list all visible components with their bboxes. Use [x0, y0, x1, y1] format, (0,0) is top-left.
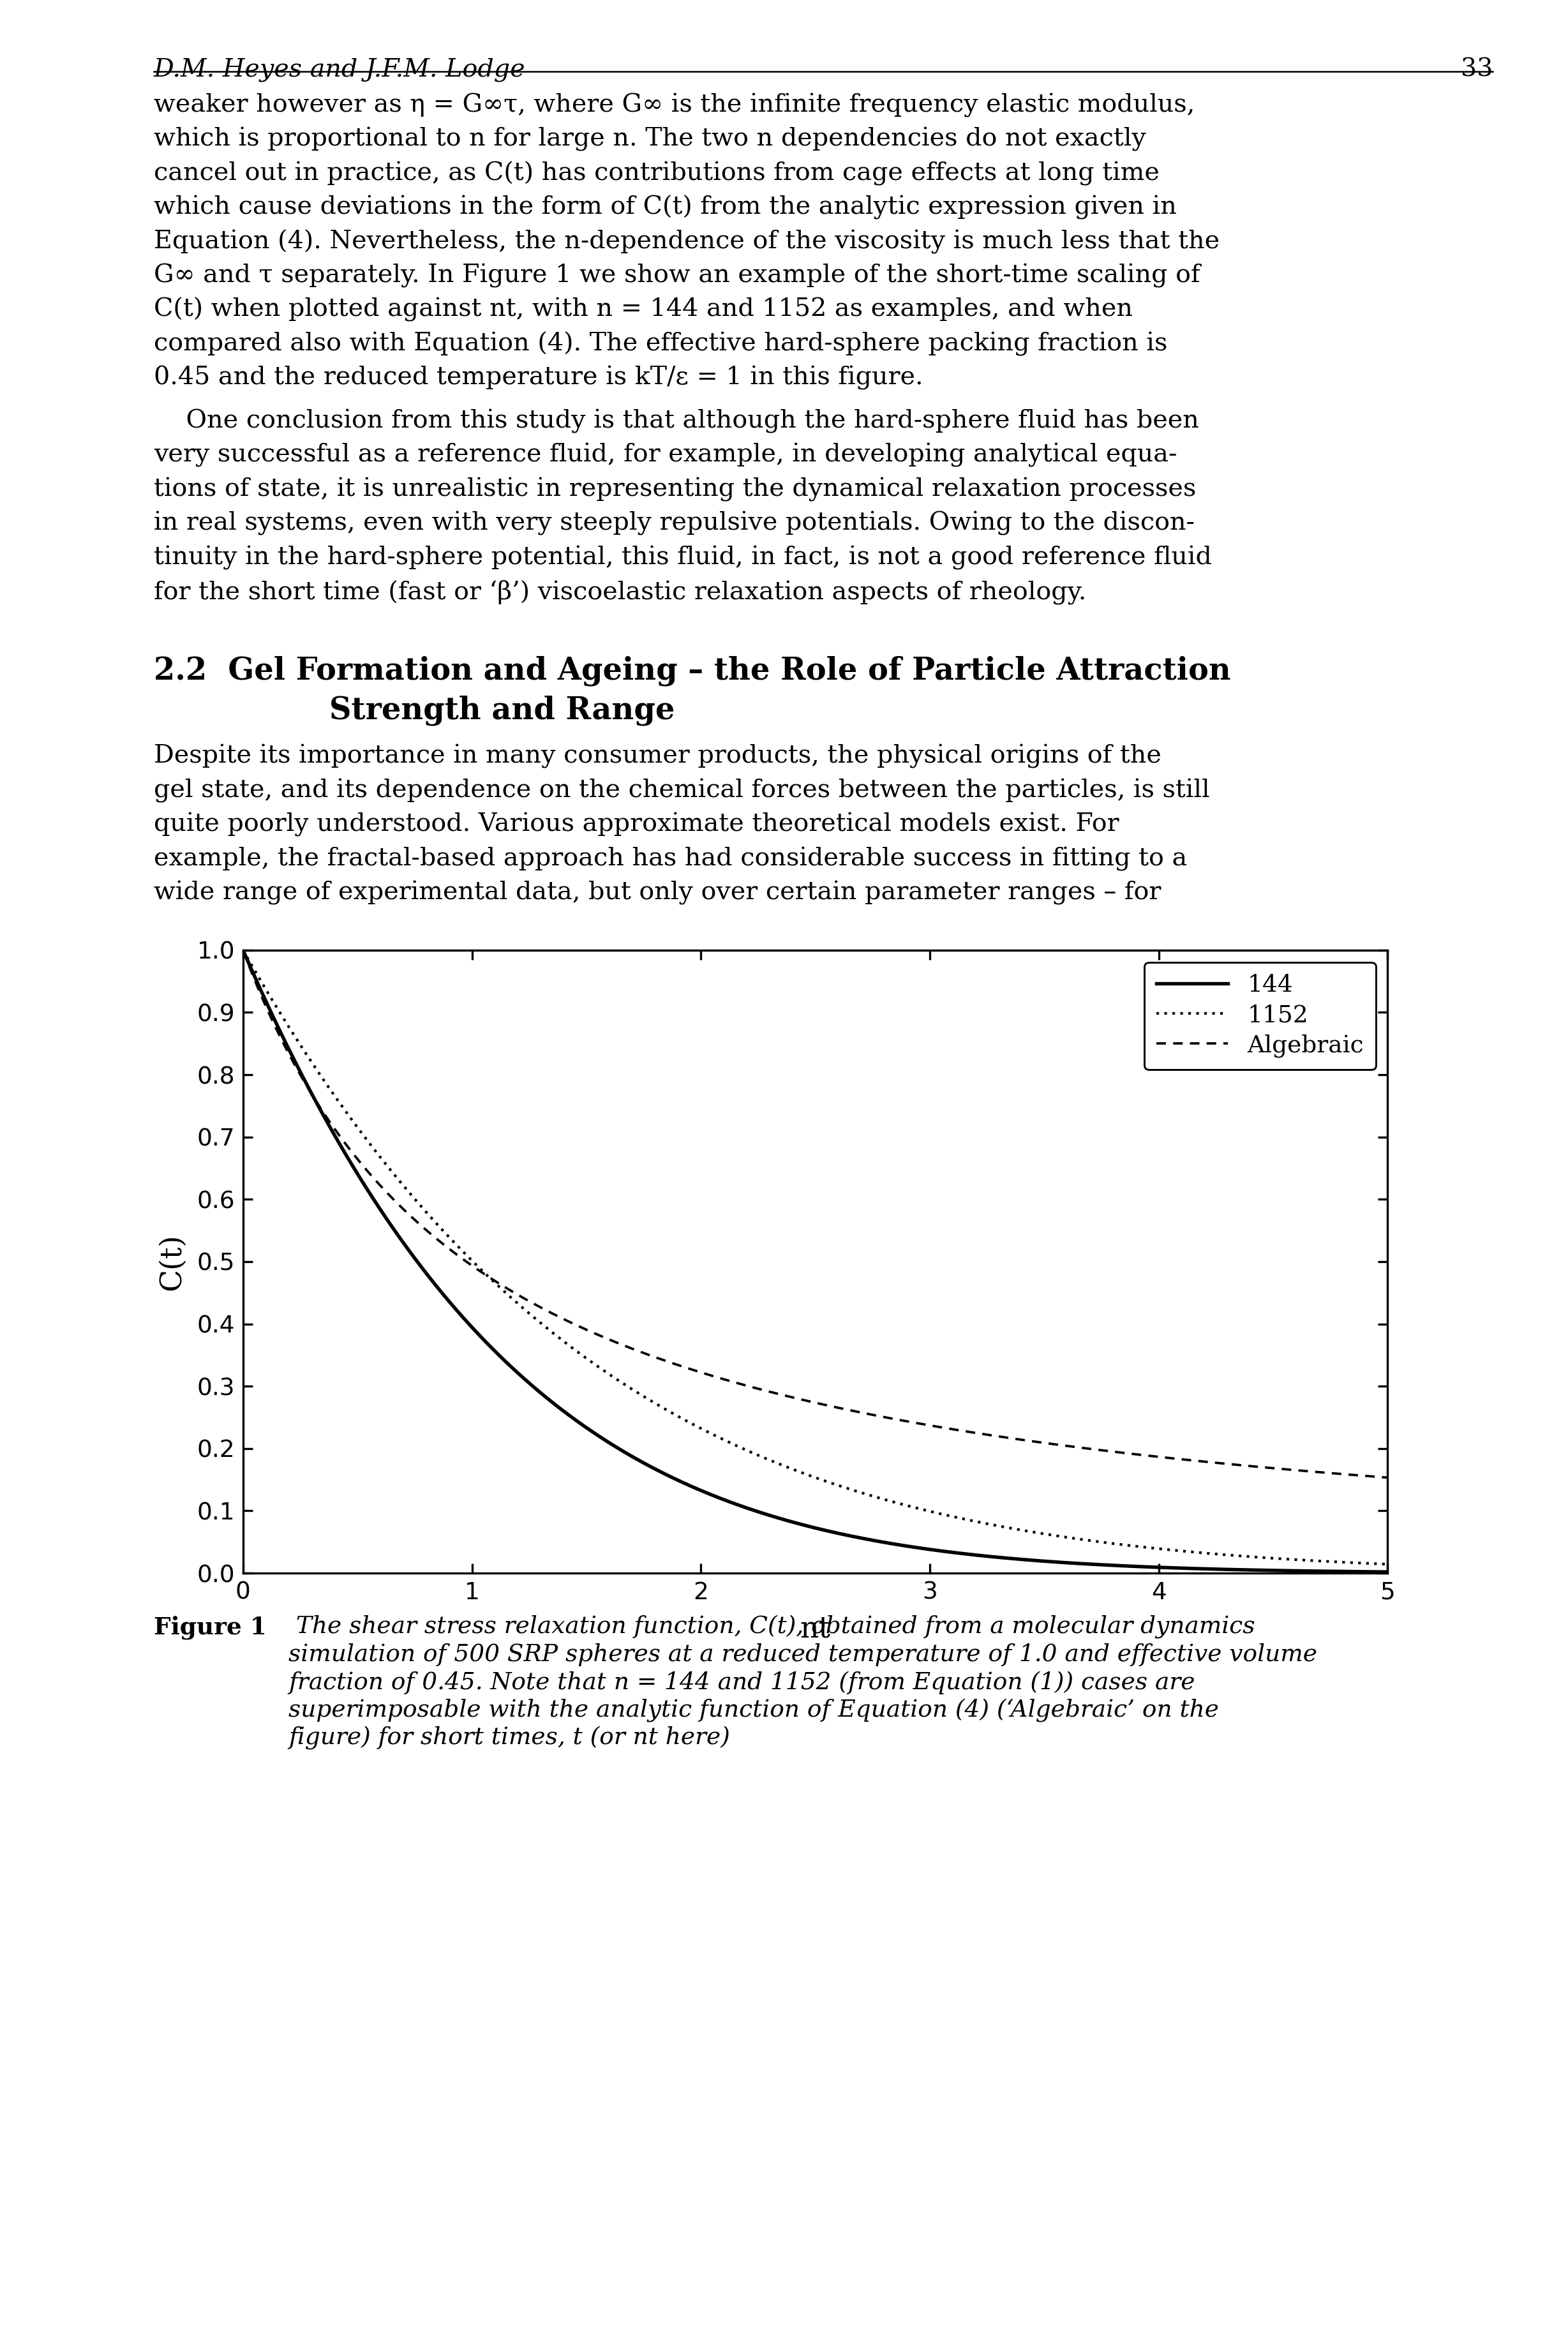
Algebraic: [292, 1063, 310, 1091]
Algebraic: [1344, 1460, 1363, 1488]
Legend: 144, 1152, Algebraic: 144, 1152, Algebraic: [1145, 962, 1375, 1070]
1152: [1135, 1533, 1154, 1561]
Text: weaker however as η = G∞τ, where G∞ is the infinite frequency elastic modulus,: weaker however as η = G∞τ, where G∞ is t…: [154, 92, 1195, 118]
Algebraic: [1135, 1441, 1154, 1469]
Text: wide range of experimental data, but only over certain parameter ranges – for: wide range of experimental data, but onl…: [154, 882, 1160, 905]
144: [1378, 1559, 1397, 1587]
Text: for the short time (fast or ‘β’) viscoelastic relaxation aspects of rheology.: for the short time (fast or ‘β’) viscoel…: [154, 578, 1087, 604]
Algebraic: [1378, 1462, 1397, 1491]
Text: superimposable with the analytic function of Equation (4) (‘Algebraic’ on the: superimposable with the analytic functio…: [289, 1700, 1218, 1723]
Text: tinuity in the hard-sphere potential, this fluid, in fact, is not a good referen: tinuity in the hard-sphere potential, th…: [154, 545, 1212, 569]
Text: figure) for short times, t (or nt here): figure) for short times, t (or nt here): [289, 1726, 731, 1749]
Text: D.M. Heyes and J.F.M. Lodge: D.M. Heyes and J.F.M. Lodge: [154, 56, 525, 82]
Text: very successful as a reference fluid, for example, in developing analytical equa: very successful as a reference fluid, fo…: [154, 442, 1178, 468]
Line: 144: 144: [243, 950, 1388, 1573]
Text: The shear stress relaxation function, C(t), obtained from a molecular dynamics: The shear stress relaxation function, C(…: [289, 1615, 1254, 1639]
X-axis label: nt: nt: [800, 1615, 831, 1643]
Text: which is proportional to n for large n. The two n dependencies do not exactly: which is proportional to n for large n. …: [154, 127, 1146, 150]
Text: 0.45 and the reduced temperature is kT/ε = 1 in this figure.: 0.45 and the reduced temperature is kT/ε…: [154, 364, 924, 390]
Text: which cause deviations in the form of C(t) from the analytic expression given in: which cause deviations in the form of C(…: [154, 195, 1176, 219]
144: [234, 936, 252, 964]
Text: 2.2  Gel Formation and Ageing – the Role of Particle Attraction: 2.2 Gel Formation and Ageing – the Role …: [154, 656, 1231, 686]
Text: example, the fractal-based approach has had considerable success in fitting to a: example, the fractal-based approach has …: [154, 846, 1187, 870]
Algebraic: [234, 936, 252, 964]
1152: [292, 1032, 310, 1060]
Line: Algebraic: Algebraic: [243, 950, 1388, 1476]
144: [760, 1502, 779, 1531]
Text: Strength and Range: Strength and Range: [329, 696, 674, 726]
Text: gel state, and its dependence on the chemical forces between the particles, is s: gel state, and its dependence on the che…: [154, 778, 1209, 802]
Text: quite poorly understood. Various approximate theoretical models exist. For: quite poorly understood. Various approxi…: [154, 813, 1120, 837]
Text: Equation (4). Nevertheless, the n-dependence of the viscosity is much less that : Equation (4). Nevertheless, the n-depend…: [154, 228, 1220, 254]
1152: [760, 1446, 779, 1474]
Algebraic: [1345, 1460, 1364, 1488]
144: [1344, 1556, 1363, 1585]
Text: One conclusion from this study is that although the hard-sphere fluid has been: One conclusion from this study is that a…: [154, 409, 1200, 433]
Text: C(t) when plotted against nt, with n = 144 and 1152 as examples, and when: C(t) when plotted against nt, with n = 1…: [154, 296, 1132, 322]
Algebraic: [760, 1378, 779, 1406]
1152: [1378, 1549, 1397, 1578]
Text: Figure 1: Figure 1: [154, 1615, 267, 1639]
Text: cancel out in practice, as C(t) has contributions from cage effects at long time: cancel out in practice, as C(t) has cont…: [154, 160, 1159, 186]
144: [1135, 1552, 1154, 1580]
Algebraic: [790, 1385, 809, 1413]
Text: in real systems, even with very steeply repulsive potentials. Owing to the disco: in real systems, even with very steeply …: [154, 510, 1195, 536]
Line: 1152: 1152: [243, 950, 1388, 1563]
Text: Despite its importance in many consumer products, the physical origins of the: Despite its importance in many consumer …: [154, 745, 1162, 769]
1152: [1345, 1549, 1364, 1578]
144: [790, 1509, 809, 1538]
1152: [234, 936, 252, 964]
Text: G∞ and τ separately. In Figure 1 we show an example of the short-time scaling of: G∞ and τ separately. In Figure 1 we show…: [154, 263, 1200, 287]
Text: tions of state, it is unrealistic in representing the dynamical relaxation proce: tions of state, it is unrealistic in rep…: [154, 477, 1196, 501]
Y-axis label: C(t): C(t): [157, 1232, 187, 1291]
1152: [790, 1458, 809, 1486]
Text: compared also with Equation (4). The effective hard-sphere packing fraction is: compared also with Equation (4). The eff…: [154, 331, 1167, 355]
Text: simulation of 500 SRP spheres at a reduced temperature of 1.0 and effective volu: simulation of 500 SRP spheres at a reduc…: [289, 1643, 1317, 1667]
1152: [1344, 1549, 1363, 1578]
144: [1345, 1556, 1364, 1585]
144: [292, 1060, 310, 1089]
Text: 33: 33: [1460, 56, 1493, 82]
Text: fraction of 0.45. Note that n = 144 and 1152 (from Equation (1)) cases are: fraction of 0.45. Note that n = 144 and …: [289, 1672, 1195, 1695]
